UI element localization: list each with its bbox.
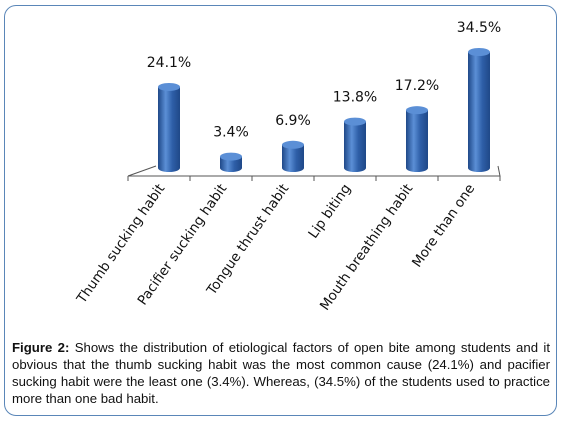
- bar: [220, 152, 242, 172]
- bar: [468, 48, 490, 172]
- x-axis: [127, 165, 501, 177]
- data-label: 34.5%: [457, 20, 501, 36]
- data-label: 6.9%: [275, 113, 311, 129]
- figure-caption: Figure 2: Shows the distribution of etio…: [12, 339, 550, 407]
- data-label: 3.4%: [213, 125, 249, 141]
- data-label: 17.2%: [395, 78, 439, 94]
- data-label: 24.1%: [147, 55, 191, 71]
- category-label: Lip biting: [305, 181, 354, 241]
- caption-label: Figure 2:: [12, 340, 70, 355]
- category-label: More than one: [409, 181, 478, 270]
- bar: [158, 82, 180, 172]
- figure-frame: [4, 5, 557, 416]
- caption-text: Shows the distribution of etiological fa…: [12, 340, 550, 406]
- bar: [282, 140, 304, 172]
- data-label: 13.8%: [333, 90, 377, 106]
- bar: [406, 106, 428, 172]
- bar: [344, 117, 366, 172]
